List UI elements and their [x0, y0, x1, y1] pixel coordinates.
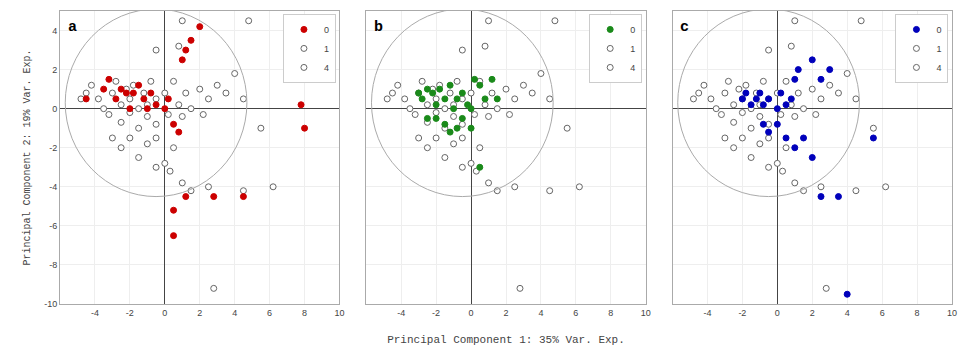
svg-text:c: c: [680, 19, 689, 36]
svg-text:0: 0: [469, 308, 474, 318]
svg-text:2: 2: [52, 65, 57, 75]
svg-text:8: 8: [915, 308, 920, 318]
svg-text:-2: -2: [126, 308, 134, 318]
svg-text:b: b: [374, 19, 383, 36]
svg-text:Principal Component 2: 19% Var: Principal Component 2: 19% Var. Exp.: [22, 49, 33, 265]
svg-text:a: a: [68, 19, 77, 36]
svg-text:-4: -4: [703, 308, 711, 318]
svg-text:6: 6: [573, 308, 578, 318]
svg-text:-4: -4: [397, 308, 405, 318]
svg-text:-10: -10: [44, 299, 57, 309]
svg-text:-2: -2: [49, 143, 57, 153]
svg-text:4: 4: [538, 308, 543, 318]
svg-text:0: 0: [52, 104, 57, 114]
svg-text:10: 10: [334, 308, 344, 318]
svg-text:0: 0: [324, 25, 329, 35]
svg-text:-8: -8: [49, 260, 57, 270]
svg-text:-4: -4: [49, 182, 57, 192]
svg-text:2: 2: [810, 308, 815, 318]
svg-text:1: 1: [324, 44, 329, 54]
svg-text:4: 4: [52, 26, 57, 36]
svg-text:8: 8: [302, 308, 307, 318]
svg-text:-6: -6: [49, 221, 57, 231]
svg-text:0: 0: [630, 25, 635, 35]
svg-text:6: 6: [880, 308, 885, 318]
svg-text:8: 8: [608, 308, 613, 318]
svg-text:10: 10: [641, 308, 651, 318]
svg-text:2: 2: [197, 308, 202, 318]
svg-text:0: 0: [936, 25, 941, 35]
svg-text:2: 2: [503, 308, 508, 318]
svg-text:-4: -4: [91, 308, 99, 318]
svg-text:0: 0: [775, 308, 780, 318]
svg-text:1: 1: [630, 44, 635, 54]
svg-text:4: 4: [232, 308, 237, 318]
svg-text:10: 10: [947, 308, 957, 318]
svg-text:4: 4: [630, 63, 635, 73]
svg-text:0: 0: [162, 308, 167, 318]
svg-text:4: 4: [936, 63, 941, 73]
svg-text:4: 4: [845, 308, 850, 318]
svg-text:6: 6: [267, 308, 272, 318]
svg-text:-2: -2: [738, 308, 746, 318]
svg-text:Principal Component 1: 35% Var: Principal Component 1: 35% Var. Exp.: [387, 334, 625, 346]
svg-text:-2: -2: [432, 308, 440, 318]
svg-text:4: 4: [324, 63, 329, 73]
svg-text:1: 1: [936, 44, 941, 54]
